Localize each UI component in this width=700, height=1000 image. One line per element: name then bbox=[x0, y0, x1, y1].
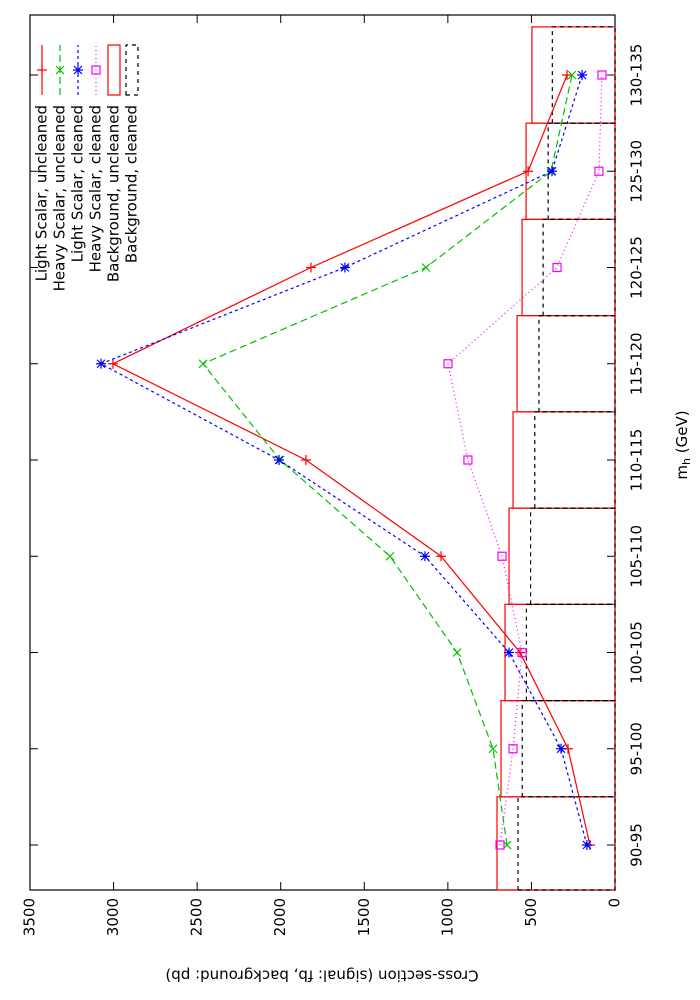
x-tick-label: 125-130 bbox=[628, 140, 646, 203]
legend-marker bbox=[55, 65, 65, 75]
data-point bbox=[305, 262, 316, 273]
data-point bbox=[497, 551, 507, 561]
y-tick-label: 3500 bbox=[21, 898, 39, 936]
background-box bbox=[551, 26, 616, 124]
background-box bbox=[517, 796, 616, 891]
legend-label: Heavy Scalar, cleaned bbox=[87, 105, 105, 272]
y-tick-label: 1000 bbox=[438, 898, 456, 936]
data-point bbox=[463, 455, 473, 465]
data-point bbox=[443, 359, 453, 369]
data-point bbox=[523, 166, 534, 177]
x-tick-label: 115-120 bbox=[628, 332, 646, 395]
data-point bbox=[562, 70, 573, 80]
data-point bbox=[385, 551, 395, 561]
x-tick-label: 90-95 bbox=[628, 823, 646, 867]
data-point bbox=[504, 647, 515, 658]
y-tick-label: 1500 bbox=[355, 898, 373, 936]
background-box bbox=[521, 700, 616, 798]
x-tick-label: 130-135 bbox=[628, 44, 646, 107]
data-point bbox=[495, 840, 505, 850]
data-point bbox=[567, 70, 577, 80]
data-point bbox=[517, 647, 527, 658]
data-point bbox=[488, 744, 498, 754]
y-axis-label: Cross-section (signal: fb, background: p… bbox=[165, 967, 478, 985]
data-point bbox=[421, 263, 431, 272]
x-tick-label: 100-105 bbox=[628, 621, 646, 684]
x-tick-label: 95-100 bbox=[628, 722, 646, 775]
data-point bbox=[452, 648, 462, 657]
y-tick-label: 0 bbox=[606, 898, 624, 908]
data-point bbox=[274, 455, 285, 465]
legend-swatch bbox=[125, 44, 139, 96]
legend-swatch bbox=[107, 44, 121, 96]
data-point bbox=[96, 358, 107, 369]
data-point bbox=[419, 551, 430, 562]
y-tick-label: 500 bbox=[522, 898, 540, 927]
plot-rotated: Cross-section (signal: fb, background: p… bbox=[21, 14, 694, 985]
x-label-unit: (GeV) bbox=[673, 410, 691, 458]
data-point bbox=[546, 166, 557, 177]
background-box bbox=[534, 411, 616, 509]
data-point bbox=[508, 744, 518, 754]
x-tick-label: 120-125 bbox=[628, 236, 646, 299]
data-point bbox=[436, 551, 447, 562]
data-point bbox=[581, 840, 592, 850]
x-label-subscript: h bbox=[680, 458, 693, 465]
data-point bbox=[339, 262, 350, 273]
y-tick-label: 3000 bbox=[104, 898, 122, 936]
legend-label: Background, uncleaned bbox=[105, 105, 123, 282]
legend-marker bbox=[73, 65, 83, 75]
data-point bbox=[577, 70, 588, 80]
legend-label: Light Scalar, cleaned bbox=[69, 105, 87, 262]
y-tick-label: 2000 bbox=[271, 898, 289, 936]
x-axis-label: mh (GeV) bbox=[673, 410, 694, 479]
data-point bbox=[552, 262, 562, 273]
x-tick-label: 105-110 bbox=[628, 525, 646, 588]
legend-label: Light Scalar, uncleaned bbox=[33, 105, 51, 281]
data-point bbox=[198, 359, 208, 369]
data-point bbox=[594, 166, 604, 176]
data-point bbox=[597, 70, 607, 80]
data-point bbox=[515, 647, 526, 658]
legend-marker bbox=[91, 65, 101, 75]
background-box bbox=[538, 315, 616, 413]
data-point bbox=[107, 358, 118, 369]
legend-label: Heavy Scalar, uncleaned bbox=[51, 105, 69, 291]
x-tick-label: 110-115 bbox=[628, 429, 646, 492]
legend-label: Background, cleaned bbox=[123, 105, 141, 263]
data-point bbox=[300, 455, 311, 465]
background-box bbox=[542, 218, 616, 317]
data-point bbox=[556, 743, 567, 754]
legend-marker bbox=[37, 65, 47, 75]
y-tick-label: 2500 bbox=[188, 898, 206, 936]
x-label-base: m bbox=[673, 465, 691, 480]
